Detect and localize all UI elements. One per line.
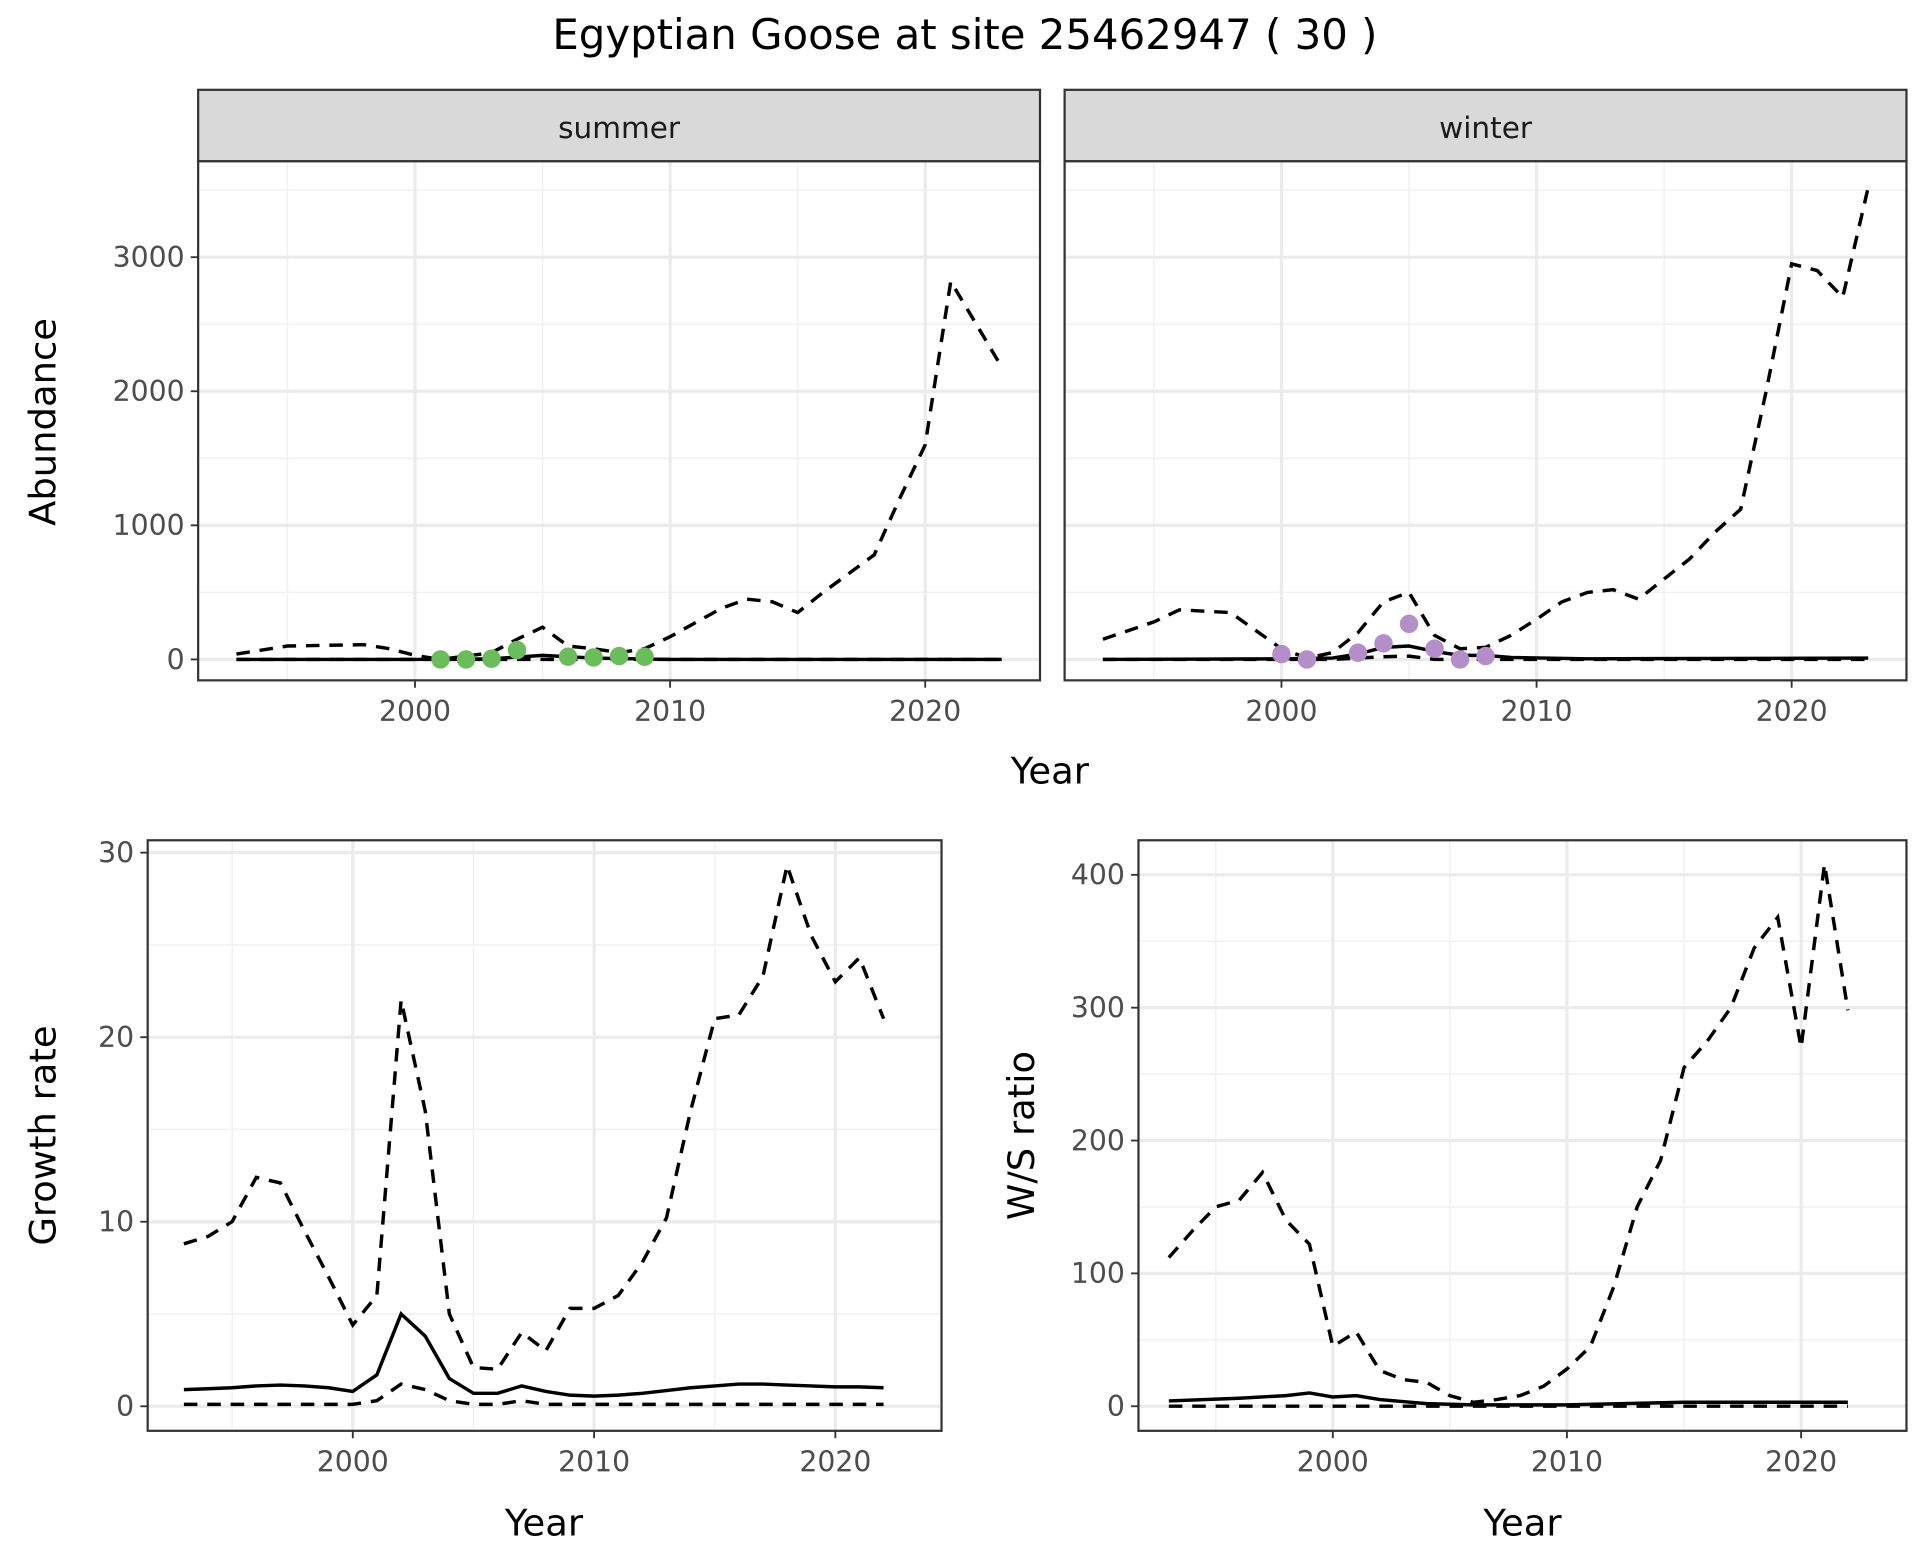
y-tick-label: 2000: [113, 375, 185, 408]
panel-summer: 2000 2010 2020 0 1000 2000 3000 summer: [113, 88, 1042, 728]
panel-border: [197, 160, 1042, 682]
observed-point: [456, 650, 476, 669]
x-tick-label: 2010: [634, 695, 706, 728]
y-tick-label: 0: [1107, 1390, 1125, 1423]
chart-title: Egyptian Goose at site 25462947 ( 30 ): [552, 10, 1377, 59]
facet-strip: [197, 88, 1042, 163]
x-axis-label-growth: Year: [504, 1501, 584, 1544]
panel-winter: 2000 2010 2020 winter: [1063, 88, 1908, 728]
observed-point: [635, 647, 654, 666]
facet-strip-label: summer: [558, 111, 681, 145]
observed-point: [558, 647, 578, 666]
x-tick-label: 2010: [558, 1445, 630, 1478]
observed-point: [507, 640, 527, 660]
y-tick-label: 30: [98, 836, 134, 869]
estimate-line: [236, 653, 1002, 662]
observed-point: [1374, 634, 1393, 653]
y-tick-label: 20: [98, 1021, 134, 1054]
x-tick-label: 2000: [379, 695, 451, 728]
y-tick-label: 0: [116, 1390, 134, 1423]
upper-bound-line: [236, 276, 1004, 662]
y-axis-label-growth: Growth rate: [21, 1025, 64, 1245]
estimate-line: [1102, 644, 1869, 662]
x-tick-label: 2020: [1756, 695, 1828, 728]
y-tick-label: 400: [1071, 859, 1125, 892]
panel-growth-rate: 2000 2010 2020 0 10 20 30: [98, 836, 943, 1478]
panel-ws-ratio: 2000 2010 2020 0 100 200 300 400: [1071, 839, 1908, 1478]
upper-bound-line: [1102, 187, 1870, 660]
y-axis-label-ws: W/S ratio: [1000, 1051, 1043, 1220]
x-axis-label-ws: Year: [1482, 1501, 1562, 1544]
facet-strip-label: winter: [1439, 111, 1533, 145]
y-tick-label: 200: [1071, 1124, 1125, 1157]
y-tick-label: 100: [1071, 1257, 1125, 1290]
x-tick-label: 2020: [1765, 1445, 1837, 1478]
y-tick-label: 0: [167, 643, 185, 676]
upper-bound-line: [183, 859, 886, 1372]
upper-bound-line: [1167, 863, 1850, 1405]
facet-strip: [1063, 88, 1908, 163]
y-axis-label-abundance: Abundance: [21, 318, 64, 526]
y-tick-label: 10: [98, 1206, 134, 1239]
y-tick-label: 300: [1071, 992, 1125, 1025]
x-tick-label: 2020: [799, 1445, 871, 1478]
x-tick-label: 2010: [1501, 695, 1573, 728]
y-tick-label: 1000: [113, 509, 185, 542]
observed-point: [482, 649, 501, 668]
panel-border: [146, 839, 943, 1432]
observed-point: [1450, 650, 1470, 669]
x-axis-label-abundance: Year: [1010, 750, 1090, 793]
observed-point: [1399, 614, 1419, 634]
observed-point: [609, 646, 629, 666]
y-tick-label: 3000: [113, 241, 185, 274]
panel-border: [1137, 839, 1908, 1432]
estimate-line: [183, 1310, 884, 1398]
observed-point: [1476, 646, 1495, 666]
x-tick-label: 2000: [317, 1445, 389, 1478]
estimate-line: [1168, 1391, 1848, 1407]
x-tick-label: 2000: [1297, 1445, 1369, 1478]
x-tick-label: 2020: [889, 695, 961, 728]
observed-point: [1425, 639, 1444, 658]
observed-point: [1297, 650, 1317, 669]
panel-border: [1063, 160, 1908, 682]
observed-point: [431, 650, 450, 669]
observed-point: [584, 648, 603, 667]
x-tick-label: 2000: [1245, 695, 1317, 728]
observed-point: [1348, 643, 1368, 662]
x-tick-label: 2010: [1531, 1445, 1603, 1478]
observed-point: [1272, 644, 1291, 664]
lower-bound-line: [183, 1382, 884, 1407]
